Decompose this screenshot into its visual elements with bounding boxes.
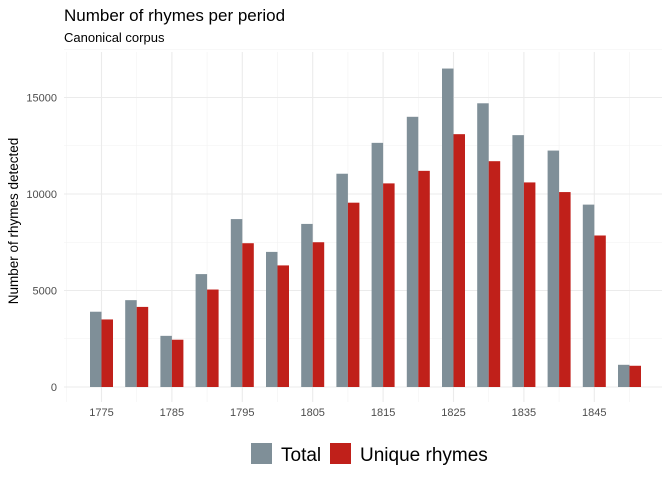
x-tick-label: 1805 [300,407,324,419]
bar-total-1835 [512,135,524,387]
bar-unique-1805 [312,242,325,387]
x-tick-label: 1835 [512,407,536,419]
bar-total-1810 [336,173,348,387]
x-tick-label: 1825 [441,407,465,419]
bar-total-1830 [477,103,489,387]
x-tick-label: 1795 [230,407,254,419]
bar-unique-1830 [488,161,501,387]
bar-total-1800 [266,251,278,387]
bar-total-1780 [125,300,137,387]
bar-total-1850 [618,364,630,387]
bar-unique-1815 [383,183,395,387]
bar-total-1785 [160,335,172,387]
bar-total-1815 [371,142,384,387]
x-tick-label: 1845 [582,407,606,419]
bar-unique-1790 [207,289,219,387]
bar-unique-1850 [629,365,641,387]
bar-unique-1775 [101,319,113,387]
bar-unique-1795 [242,243,254,387]
grid-lines [64,48,662,402]
y-tick-label: 5000 [33,286,57,298]
x-tick-label: 1775 [89,407,113,419]
y-tick-label: 15000 [26,93,57,105]
bar-total-1790 [195,274,208,387]
legend: Total Unique rhymes [251,443,488,466]
chart-subtitle: Canonical corpus [64,30,165,45]
bar-unique-1780 [136,306,149,387]
legend-swatch-total [251,443,272,464]
bar-total-1775 [90,311,102,387]
bar-total-1795 [230,219,243,387]
x-axis-ticks: 1775 1785 1795 1805 1815 1825 1835 1845 [89,407,606,419]
bar-total-1820 [406,116,419,388]
bar-unique-1840 [559,192,571,387]
legend-label-total: Total [281,445,321,466]
legend-swatch-unique [330,443,351,464]
chart-title: Number of rhymes per period [64,6,285,25]
bar-unique-1800 [277,265,289,387]
bar-unique-1785 [171,339,184,387]
x-tick-label: 1785 [160,407,184,419]
bar-unique-1845 [594,235,606,387]
y-tick-label: 10000 [26,189,57,201]
bar-total-1805 [301,223,313,387]
bar-unique-1835 [523,182,536,387]
bar-total-1825 [442,68,454,388]
y-axis-ticks: 0 5000 10000 15000 [26,93,57,395]
x-tick-label: 1815 [371,407,395,419]
bar-unique-1810 [347,202,360,387]
bar-total-1840 [547,150,560,387]
bars [90,68,641,388]
bar-unique-1820 [418,170,430,387]
bar-total-1845 [582,204,595,387]
bar-unique-1825 [453,134,465,387]
y-tick-label: 0 [51,382,57,394]
legend-label-unique: Unique rhymes [360,445,488,466]
y-axis-title: Number of rhymes detected [6,138,21,305]
